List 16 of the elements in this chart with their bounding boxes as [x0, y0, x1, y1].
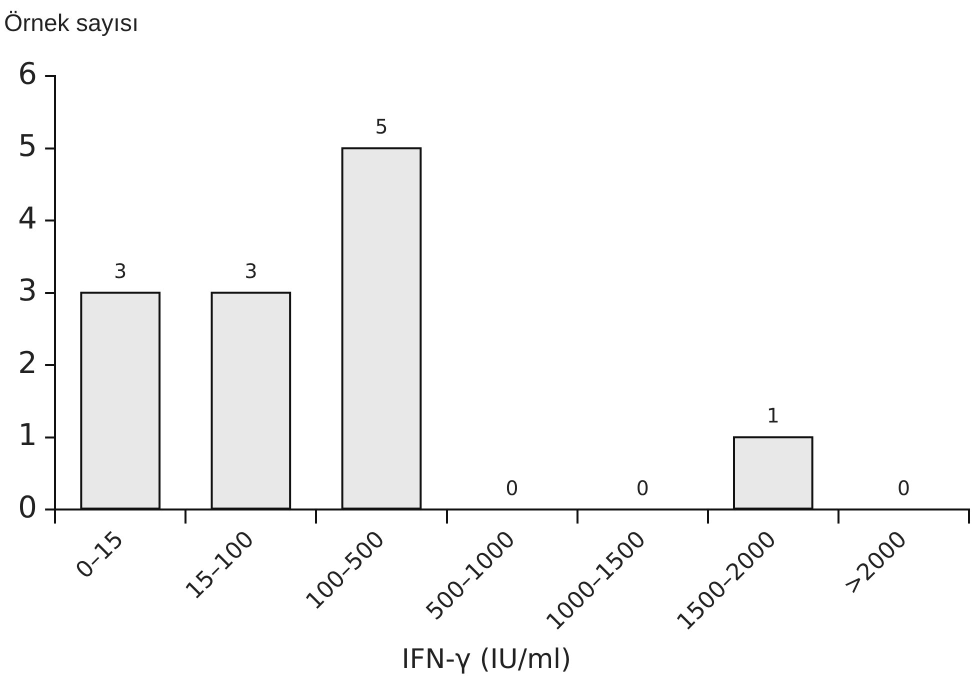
- y-tick-label: 4: [18, 201, 38, 236]
- y-tick-label: 1: [18, 418, 38, 454]
- data-label: 3: [114, 258, 127, 283]
- y-tick-label: 5: [18, 129, 38, 164]
- y-tick-label: 0: [18, 490, 38, 526]
- x-axis-title: IFN-γ (IU/ml): [400, 644, 572, 675]
- y-tick-label: 2: [18, 346, 38, 381]
- data-label: 5: [375, 114, 388, 138]
- data-label: 3: [244, 258, 258, 283]
- data-label: 0: [897, 476, 910, 500]
- y-tick-label: 3: [18, 274, 38, 309]
- y-axis-title: Örnek sayısı: [4, 10, 139, 38]
- data-label: 0: [506, 476, 518, 500]
- data-label: 1: [766, 404, 780, 428]
- data-label: 0: [636, 476, 649, 500]
- y-tick-label: 6: [18, 56, 38, 92]
